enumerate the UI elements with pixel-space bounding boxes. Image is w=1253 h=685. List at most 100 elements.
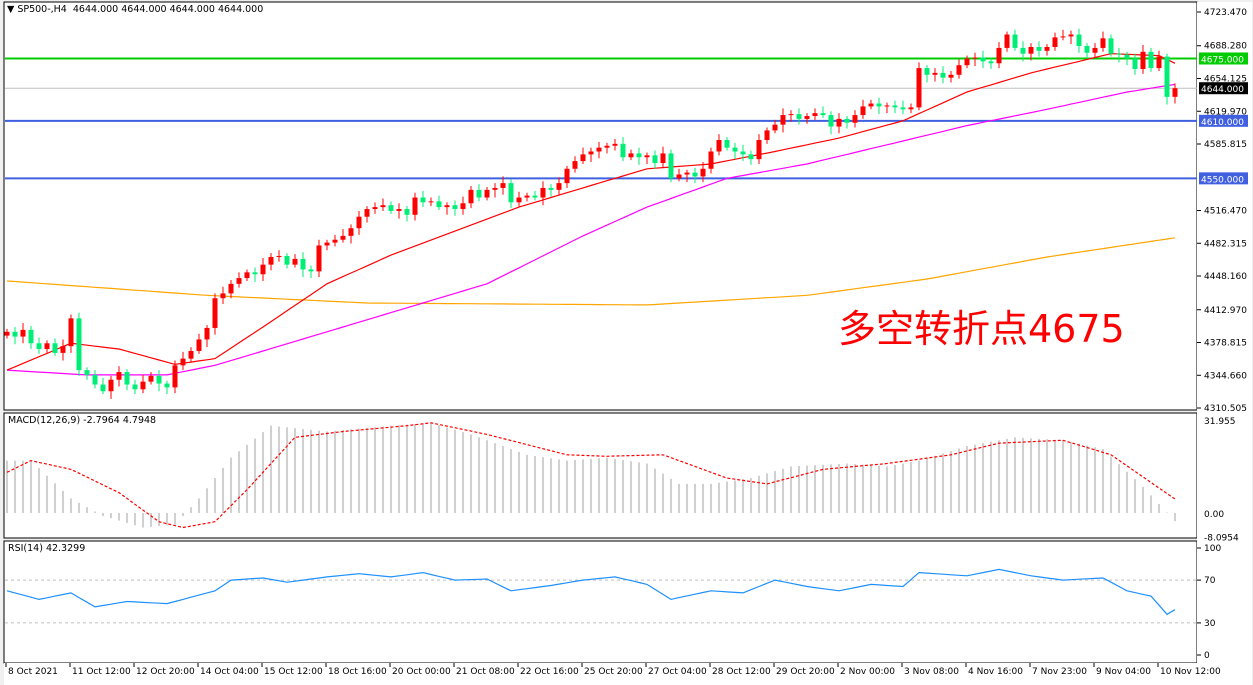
rsi-tick-label: 70 <box>1204 576 1216 586</box>
candle-bullish <box>604 145 610 148</box>
symbol-header: ▼ SP500-,H4 4644.000 4644.000 4644.000 4… <box>7 4 264 15</box>
candle-bullish <box>780 115 786 125</box>
price-tick-label: 4516.470 <box>1204 207 1247 217</box>
time-tick-label: 22 Oct 16:00 <box>520 667 579 677</box>
candle-bullish <box>916 68 922 108</box>
candle-bullish <box>1060 36 1066 38</box>
candle-bearish <box>892 105 898 108</box>
candle-bearish <box>284 256 290 265</box>
candle-bullish <box>1140 51 1146 70</box>
candle-bullish <box>1068 34 1074 37</box>
candle-bullish <box>468 189 474 204</box>
rsi-tick-label: 100 <box>1204 544 1221 554</box>
candle-bullish <box>628 153 634 158</box>
candle-bearish <box>252 272 258 275</box>
candle-bearish <box>1132 58 1138 70</box>
time-tick-label: 18 Oct 16:00 <box>328 667 387 677</box>
price-tick-label: 4344.660 <box>1204 371 1247 381</box>
candle-bullish <box>148 375 154 382</box>
candle-bullish <box>684 172 690 175</box>
candle-bullish <box>860 106 866 116</box>
rsi-tick-label: 30 <box>1204 619 1216 629</box>
macd-panel[interactable] <box>3 412 1198 539</box>
candle-bullish <box>292 258 298 265</box>
candle-bullish <box>764 130 770 140</box>
level-price-label: 4550.000 <box>1201 175 1244 185</box>
candle-bullish <box>356 216 362 229</box>
candle-bearish <box>164 383 170 388</box>
time-tick-label: 28 Oct 12:00 <box>712 667 771 677</box>
time-tick-label: 9 Nov 04:00 <box>1096 667 1151 677</box>
macd-tick-label: -8.0954 <box>1204 534 1239 544</box>
level-price-tag <box>1199 172 1248 185</box>
candle-bearish <box>12 331 18 337</box>
rsi-line <box>6 568 1176 616</box>
candle-bearish <box>796 114 802 119</box>
candle-bearish <box>84 370 90 375</box>
price-axis <box>1197 2 1252 663</box>
candle-bullish <box>708 151 714 169</box>
candle-bearish <box>452 205 458 210</box>
price-tick-label: 4378.815 <box>1204 339 1247 349</box>
candle-bullish <box>964 58 970 66</box>
candle-bullish <box>1044 46 1050 51</box>
candle-bullish <box>1028 46 1034 54</box>
main-panel[interactable] <box>3 1 1198 411</box>
candle-bullish <box>612 143 618 146</box>
candle-bearish <box>52 343 58 353</box>
candle-bullish <box>244 272 250 279</box>
candle-bearish <box>876 103 882 107</box>
candle-bearish <box>156 375 162 384</box>
macd-tick-label: 0.00 <box>1204 510 1224 520</box>
time-tick-label: 8 Oct 2021 <box>8 667 58 677</box>
candle-bullish <box>676 174 682 179</box>
time-tick-label: 14 Oct 04:00 <box>200 667 259 677</box>
candle-bullish <box>428 201 434 203</box>
level-price-label: 4610.000 <box>1201 118 1244 128</box>
candle-bearish <box>692 172 698 177</box>
candle-bullish <box>204 327 210 340</box>
candle-bullish <box>4 331 10 336</box>
candle-bullish <box>716 139 722 152</box>
candle-bearish <box>76 318 82 371</box>
candle-bullish <box>540 187 546 198</box>
candle-bearish <box>548 187 554 190</box>
candle-bearish <box>732 147 738 152</box>
candle-bullish <box>484 189 490 198</box>
time-tick-label: 7 Nov 23:00 <box>1032 667 1087 677</box>
time-tick-label: 10 Nov 12:00 <box>1160 667 1221 677</box>
level-price-tag <box>1199 52 1248 65</box>
candle-bullish <box>804 116 810 119</box>
candle-bullish <box>500 183 506 188</box>
candle-bullish <box>524 195 530 198</box>
candle-bullish <box>836 118 842 127</box>
time-tick-label: 29 Oct 20:00 <box>776 667 835 677</box>
time-tick-label: 12 Oct 20:00 <box>136 667 195 677</box>
time-tick-label: 20 Oct 00:00 <box>392 667 451 677</box>
price-tick-label: 4654.125 <box>1204 74 1247 84</box>
candle-bullish <box>332 239 338 243</box>
candle-bullish <box>660 153 666 164</box>
candle-bullish <box>180 358 186 366</box>
candle-bullish <box>756 139 762 160</box>
candle-bearish <box>1012 34 1018 48</box>
candle-bullish <box>188 350 194 359</box>
candle-bullish <box>556 183 562 190</box>
candle-bullish <box>220 293 226 299</box>
ma-slow-line <box>6 237 1176 306</box>
candle-bearish <box>1148 51 1154 69</box>
candle-bearish <box>436 201 442 208</box>
candle-bearish <box>508 183 514 203</box>
candle-bullish <box>268 256 274 265</box>
level-price-label: 4644.000 <box>1201 85 1244 95</box>
candle-bearish <box>420 197 426 203</box>
time-tick-label: 25 Oct 20:00 <box>584 667 643 677</box>
rsi-panel[interactable] <box>3 540 1198 664</box>
time-tick-label: 11 Oct 12:00 <box>72 667 131 677</box>
level-price-tag <box>1199 82 1248 95</box>
candle-bullish <box>996 47 1002 64</box>
candle-bearish <box>820 113 826 116</box>
time-tick-label: 15 Oct 12:00 <box>264 667 323 677</box>
candle-bearish <box>980 57 986 62</box>
